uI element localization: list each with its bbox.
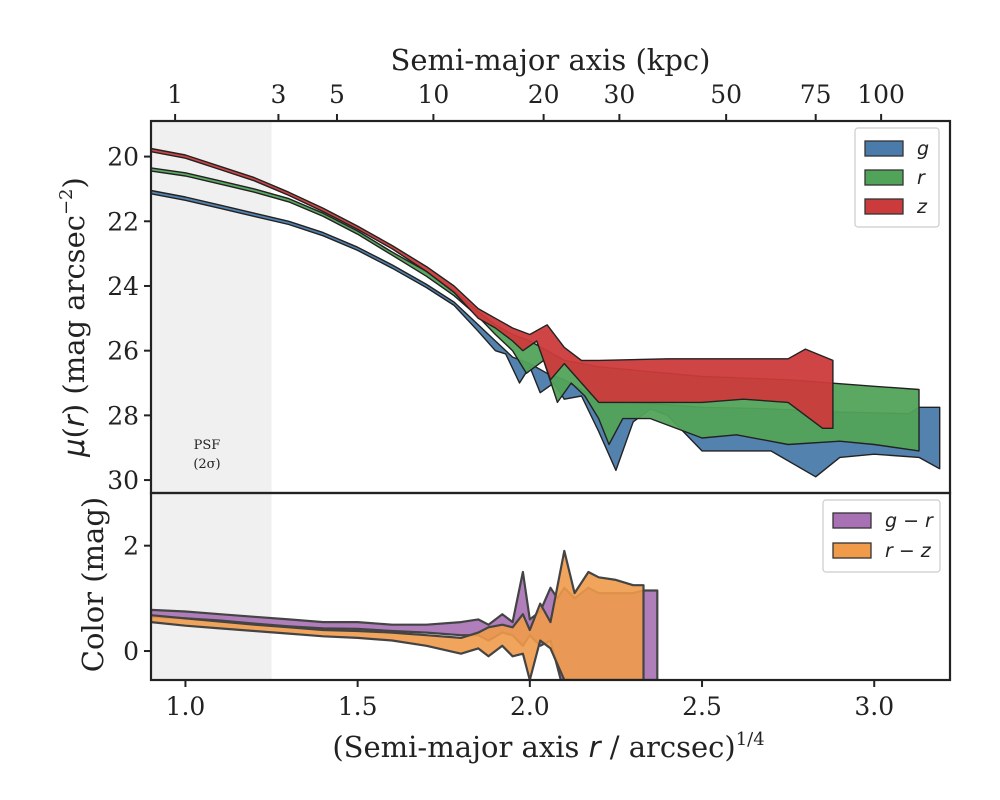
- x-axis-title: (Semi-major axis r / arcsec)1/4: [332, 729, 764, 764]
- band-g-mag: [151, 189, 941, 478]
- mu-y-tick-label: 20: [107, 143, 139, 172]
- kpc-tick-label: 1: [167, 80, 183, 109]
- kpc-tick-label: 20: [528, 80, 560, 109]
- kpc-tick-label: 75: [800, 80, 832, 109]
- color-y-tick-label: 0: [123, 637, 139, 666]
- psf-sigma-label: (2σ): [193, 457, 220, 472]
- top-kpc-axis: 1 3 5 10 20 30 50 75 100: [167, 80, 905, 121]
- legend-label-r-z: r − z: [885, 540, 932, 562]
- legend-label-z: z: [916, 196, 928, 218]
- legend-label-g-r: g − r: [885, 510, 934, 532]
- legend-swatch-r: [864, 169, 904, 186]
- legend-label-r: r: [917, 167, 926, 189]
- band-z-mag: [151, 147, 834, 429]
- kpc-tick-label: 10: [417, 80, 449, 109]
- color-y-axis-title: Color (mag): [76, 497, 110, 672]
- mu-y-axis-title: μ(r) (mag arcsec−2): [56, 177, 91, 458]
- psf-region-top: [151, 121, 272, 493]
- legend-swatch-z: [864, 198, 904, 215]
- kpc-tick-label: 30: [603, 80, 635, 109]
- bottom-x-axis: 1.0 1.5 2.0 2.5 3.0: [166, 680, 894, 721]
- legend-label-g: g: [917, 138, 929, 160]
- mu-y-tick-label: 28: [107, 401, 139, 430]
- mu-y-tick-label: 24: [107, 272, 139, 301]
- legend-swatch-r-z: [832, 542, 872, 559]
- x-tick-label: 3.0: [854, 692, 894, 721]
- kpc-tick-label: 5: [329, 80, 345, 109]
- x-tick-label: 2.0: [510, 692, 550, 721]
- x-tick-label: 1.0: [166, 692, 206, 721]
- mu-y-tick-label: 26: [107, 337, 139, 366]
- mu-y-tick-label: 30: [107, 466, 139, 495]
- kpc-tick-label: 3: [270, 80, 286, 109]
- color-legend: g − r r − z: [822, 499, 941, 573]
- kpc-tick-label: 50: [710, 80, 742, 109]
- x-tick-label: 2.5: [682, 692, 722, 721]
- psf-label: PSF: [194, 438, 221, 453]
- surface-brightness-legend: grz: [854, 127, 940, 228]
- bottom-panel-frame: [149, 491, 952, 682]
- color-y-axis: 02: [123, 532, 151, 666]
- mu-y-axis: 20 22 24 26 28 30: [107, 143, 151, 495]
- mu-y-tick-label: 22: [107, 207, 139, 236]
- top-axis-title: Semi-major axis (kpc): [391, 43, 711, 77]
- x-tick-label: 1.5: [338, 692, 378, 721]
- legend-swatch-g: [864, 140, 904, 157]
- band-color-r-z: [151, 549, 645, 680]
- surface-brightness-bands: [151, 147, 941, 478]
- psf-region-bottom: [151, 493, 272, 680]
- color-bands: [151, 549, 659, 680]
- color-y-tick-label: 2: [123, 532, 139, 561]
- kpc-tick-label: 100: [857, 80, 905, 109]
- legend-swatch-g-r: [832, 512, 872, 529]
